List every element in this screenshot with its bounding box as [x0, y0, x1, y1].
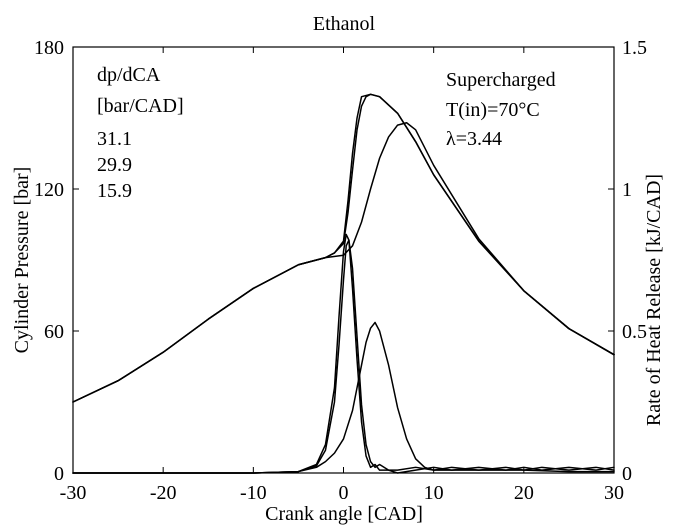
y-left-tick-label-0: 0	[54, 463, 64, 485]
x-tick-label-6: 30	[604, 482, 624, 504]
y-right-tick-label-1: 0.5	[622, 321, 647, 343]
y-axis-label-right: Rate of Heat Release [kJ/CAD]	[643, 174, 665, 426]
series-line-4	[72, 233, 615, 474]
x-tick-label-2: -10	[240, 482, 267, 504]
y-right-tick-label-2: 1	[622, 179, 632, 201]
chart-title: Ethanol	[313, 13, 376, 35]
annotation-value-2: 29.9	[97, 154, 132, 176]
x-tick-label-0: -30	[60, 482, 87, 504]
x-axis-label: Crank angle [CAD]	[265, 503, 423, 525]
annotation-dpdca: dp/dCA	[97, 64, 161, 86]
x-tick-label-1: -20	[150, 482, 177, 504]
annotation-lambda: λ=3.44	[446, 128, 502, 150]
y-axis-label-left: Cylinder Pressure [bar]	[11, 167, 33, 354]
series-line-6	[72, 321, 615, 474]
annotation-supercharged: Supercharged	[446, 69, 556, 91]
y-left-tick-label-1: 60	[44, 321, 64, 343]
x-tick-label-3: 0	[339, 482, 349, 504]
series-line-3	[72, 121, 615, 403]
y-right-tick-label-0: 0	[622, 463, 632, 485]
y-left-tick-label-2: 120	[34, 179, 64, 201]
series-line-5	[72, 239, 615, 474]
y-left-tick-label-3: 180	[34, 37, 64, 59]
x-tick-label-4: 10	[424, 482, 444, 504]
annotation-bar-per-cad: [bar/CAD]	[97, 95, 184, 117]
y-right-tick-label-3: 1.5	[622, 37, 647, 59]
annotation-value-3: 15.9	[97, 180, 132, 202]
annotation-tin: T(in)=70°C	[446, 99, 540, 121]
series-lines	[72, 93, 615, 474]
x-tick-label-5: 20	[514, 482, 534, 504]
annotation-value-1: 31.1	[97, 128, 132, 150]
